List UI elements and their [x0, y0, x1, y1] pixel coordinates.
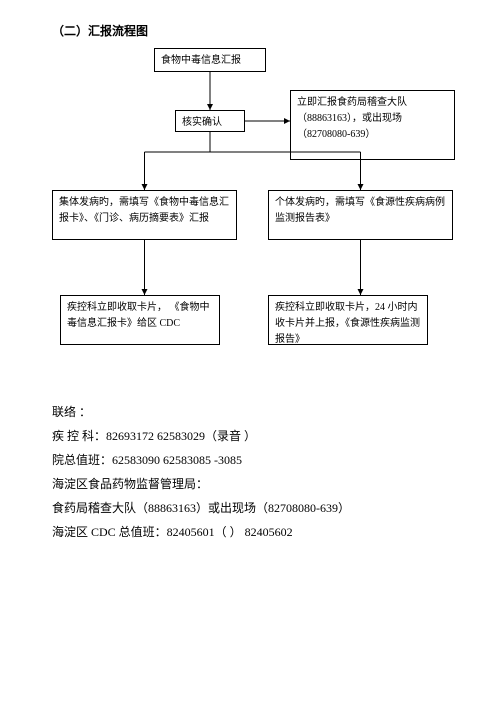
node-mid: 核实确认	[175, 110, 245, 132]
contact-line: 院总值班：62583090 62583085 -3085	[52, 448, 350, 472]
node-top: 食物中毒信息汇报	[154, 48, 266, 72]
contact-line: 食药局稽查大队（88863163）或出现场（82708080-639）	[52, 496, 350, 520]
section-title: （二）汇报流程图	[52, 22, 148, 39]
node-right: 立即汇报食药局稽查大队（88863163），或出现场（82708080-639）	[290, 90, 455, 160]
contact-line: 海淀区食品药物监督管理局：	[52, 472, 350, 496]
page: （二）汇报流程图 食物中毒信息汇报 核实确认 立即汇报食药局稽查大队（88863…	[0, 0, 500, 707]
contact-line: 联络 ：	[52, 400, 350, 424]
contact-line: 疾 控 科：82693172 62583029（录音 ）	[52, 424, 350, 448]
contact-block: 联络 ： 疾 控 科：82693172 62583029（录音 ） 院总值班：6…	[52, 400, 350, 544]
node-leftBox: 集体发病旳，需填写《食物中毒信息汇报卡》、《门诊、病历摘要表》汇报	[52, 190, 237, 240]
contact-line: 海淀区 CDC 总值班：82405601（ ） 82405602	[52, 520, 350, 544]
node-rightOut: 疾控科立即收取卡片，24 小时内收卡片并上报，《食源性疾病监测报告》	[268, 295, 428, 345]
node-rightBox: 个体发病旳，需填写《食源性疾病病例监测报告表》	[268, 190, 453, 240]
node-leftOut: 疾控科立即收取卡片， 《食物中毒信息汇报卡》给区 CDC	[60, 295, 220, 345]
